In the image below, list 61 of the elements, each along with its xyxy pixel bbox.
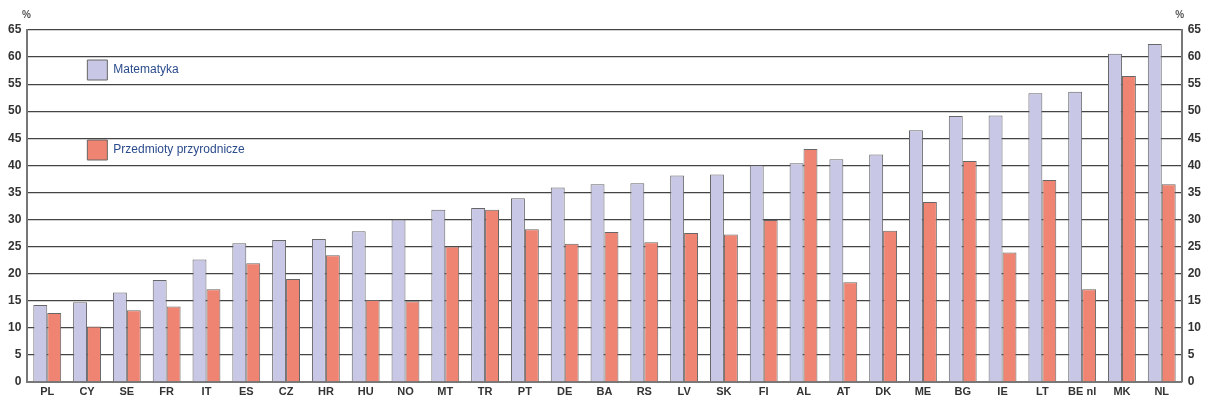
- y-tick-label: 30: [7, 211, 22, 226]
- y2-tick-label: 5: [1187, 347, 1195, 362]
- x-tick-label: HR: [317, 385, 334, 398]
- x-tick-label: DK: [875, 385, 892, 398]
- y2-tick-label: 20: [1187, 265, 1202, 280]
- y-tick-label: 55: [7, 76, 22, 91]
- y2-axis-title: %: [1175, 8, 1185, 20]
- x-tick-label: CZ: [278, 385, 294, 398]
- y2-tick-label: 35: [1187, 184, 1202, 199]
- y-tick-label: 20: [7, 265, 22, 280]
- y-tick-label: 10: [7, 319, 22, 334]
- x-tick-label: FR: [159, 385, 175, 398]
- y-tick-label: 25: [7, 238, 22, 253]
- y-axis-title: %: [21, 8, 31, 20]
- y2-tick-label: 25: [1187, 238, 1202, 253]
- y-tick-label: 60: [7, 49, 22, 64]
- y2-tick-label: 40: [1187, 157, 1202, 172]
- y2-tick-label: 50: [1187, 103, 1202, 118]
- y-tick-label: 40: [7, 157, 22, 172]
- y2-tick-label: 55: [1187, 76, 1202, 91]
- y2-tick-label: 30: [1187, 211, 1202, 226]
- y-tick-label: 50: [7, 103, 22, 118]
- x-tick-label: ES: [238, 385, 254, 398]
- y2-tick-label: 0: [1187, 374, 1195, 389]
- x-tick-label: RS: [636, 385, 652, 398]
- x-tick-label: NO: [397, 385, 415, 398]
- y2-tick-label: 65: [1187, 22, 1202, 37]
- y2-tick-label: 45: [1187, 130, 1202, 145]
- y-tick-label: 65: [7, 22, 22, 37]
- y-tick-label: 5: [14, 347, 22, 362]
- x-tick-label: CY: [79, 385, 96, 398]
- y2-tick-label: 60: [1187, 49, 1202, 64]
- x-tick-label: ME: [914, 385, 932, 398]
- x-tick-label: LT: [1036, 385, 1049, 398]
- x-tick-label: SK: [716, 385, 732, 398]
- x-tick-label: PT: [517, 385, 533, 398]
- y-tick-label: 0: [14, 374, 22, 389]
- x-tick-label: PL: [40, 385, 55, 398]
- y2-tick-label: 15: [1187, 292, 1202, 307]
- x-tick-label: MT: [437, 385, 454, 398]
- x-tick-label: SE: [119, 385, 135, 398]
- x-tick-label: AL: [796, 385, 812, 398]
- x-tick-label: HU: [357, 385, 374, 398]
- x-tick-label: BE nl: [1068, 385, 1097, 398]
- y-tick-label: 35: [7, 184, 22, 199]
- x-tick-label: MK: [1113, 385, 1131, 398]
- x-tick-label: FI: [758, 385, 769, 398]
- x-tick-label: IE: [997, 385, 1008, 398]
- y-tick-label: 15: [7, 292, 22, 307]
- legend-label: Przedmioty przyrodnicze: [113, 142, 246, 157]
- x-tick-label: DE: [557, 385, 573, 398]
- x-tick-label: LV: [677, 385, 692, 398]
- y-tick-label: 45: [7, 130, 22, 145]
- x-tick-label: TR: [477, 385, 493, 398]
- y2-tick-label: 10: [1187, 319, 1202, 334]
- x-tick-label: IT: [201, 385, 212, 398]
- x-tick-label: BG: [954, 385, 971, 398]
- legend-label: Matematyka: [113, 62, 180, 77]
- x-tick-label: NL: [1154, 385, 1170, 398]
- x-tick-label: AT: [836, 385, 851, 398]
- x-tick-label: BA: [596, 385, 613, 398]
